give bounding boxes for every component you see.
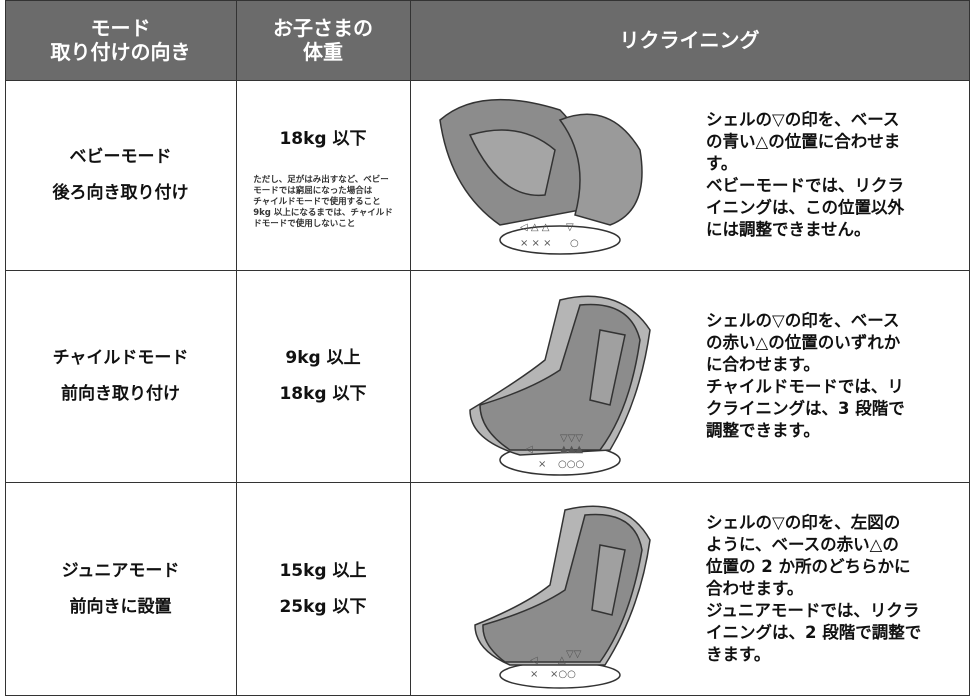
note-line: モードでは窮屈になった場合は (253, 185, 373, 196)
grid-line (410, 0, 411, 696)
instruction-line: シェルの▽の印を、左図の (706, 513, 901, 532)
instructions: シェルの▽の印を、ベース の青い△の位置に合わせま す。ベビーモードでは、リクラ イニ… (706, 109, 966, 241)
note-line: ドモードで使用しないこと (253, 218, 356, 229)
instruction-line: ように、ベースの赤い△の (706, 535, 899, 554)
mode-line: ジュニアモード (61, 561, 180, 581)
note-line: 9kg 以上になるまでは、チャイルド (253, 207, 393, 218)
grid-line (5, 80, 970, 81)
mode-line: ベビーモード (69, 147, 172, 167)
figure-mark: ×○○ (550, 669, 576, 680)
instruction-line: シェルの▽の印を、ベース (706, 311, 900, 330)
figure-mark: ◁ △ △ (520, 222, 550, 233)
mode-line: チャイルドモード (52, 348, 189, 368)
header-cell: リクライニング (410, 0, 969, 80)
seat-junior (474, 505, 651, 689)
instruction-line: シェルの▽の印を、ベース (706, 110, 900, 129)
grid-line (5, 482, 970, 483)
instruction-line: には調整できません。 (706, 220, 871, 239)
instruction-line: ジュニアモードでは、リクラ (706, 601, 920, 620)
weight-line: 18kg 以下 (279, 128, 367, 149)
note-line: チャイルドモードで使用すること (253, 196, 381, 207)
figure-mark: △ (558, 655, 566, 666)
figure-mark: × × × (520, 238, 552, 249)
grid-line (969, 0, 970, 696)
instruction-line: チャイルドモードでは、リ (706, 377, 904, 396)
figure-mark: ○ (570, 238, 579, 249)
header-line: モード (90, 16, 151, 40)
weight-line: 18kg 以下 (279, 384, 367, 404)
figure-mark: ○○○ (558, 459, 585, 470)
instruction-line: 合わせます。 (706, 579, 804, 598)
weight-line: 9kg 以上 (285, 348, 361, 368)
grid-line (236, 0, 237, 696)
note: ただし、足がはみ出すなど、ベビー モードでは窮屈になった場合は チャイルドモードで使… (253, 175, 393, 230)
instruction-line: クライニングは、3 段階で (706, 399, 905, 418)
figure-mark: × (538, 459, 547, 470)
instruction-line: イニングは、2 段階で調整で (706, 623, 922, 642)
grid-line (5, 0, 970, 1)
grid-line (5, 0, 6, 696)
figure-mark: ▽▽▽ (560, 433, 584, 444)
instruction-line: の青い△の位置に合わせま (706, 132, 901, 151)
note-line: ただし、足がはみ出すなど、ベビー (253, 174, 389, 185)
weight-cell: 9kg 以上 18kg 以下 (236, 270, 410, 482)
figure-mark: ◁ (525, 444, 533, 455)
figure-mark: ▲▲▲ (560, 444, 584, 455)
mode-line: 前向き取り付け (61, 384, 180, 404)
grid-line (5, 270, 970, 271)
instruction-line: の赤い△の位置のいずれか (706, 333, 901, 352)
figure-mark: ◁ (530, 655, 538, 666)
instruction-line: 調整できます。 (706, 421, 820, 440)
instruction-line: 位置の 2 か所のどちらかに (706, 557, 911, 576)
figure-mark: ▽▽ (566, 649, 582, 660)
header-line: 取り付けの向き (50, 40, 191, 64)
instruction-line: きます。 (706, 645, 771, 664)
mode-cell: ジュニアモード 前向きに設置 (5, 482, 236, 696)
weight-line: 25kg 以下 (279, 597, 367, 617)
instructions: シェルの▽の印を、左図の ように、ベースの赤い△の 位置の 2 か所のどちらかに 合わ… (706, 512, 966, 666)
header-cell: モード 取り付けの向き (5, 0, 236, 80)
instruction-line: ベビーモードでは、リクラ (706, 176, 904, 195)
instruction-line: イニングは、この位置以外 (706, 198, 904, 217)
weight-line: 15kg 以上 (279, 561, 367, 581)
instructions: シェルの▽の印を、ベース の赤い△の位置のいずれか に合わせます。チャイルドモードで… (706, 310, 966, 442)
header-line: お子さまの (273, 16, 373, 40)
figure-mark: × (530, 669, 539, 680)
weight-cell: 15kg 以上 25kg 以下 (236, 482, 410, 696)
seat-rear-facing (439, 98, 643, 255)
mode-line: 前向きに設置 (69, 597, 172, 617)
header-line: リクライニング (619, 28, 760, 52)
mode-cell: チャイルドモード 前向き取り付け (5, 270, 236, 482)
mode-line: 後ろ向き取り付け (52, 183, 189, 203)
instruction-line: に合わせます。 (706, 355, 820, 374)
mode-cell: ベビーモード 後ろ向き取り付け (5, 80, 236, 270)
seat-child (469, 295, 651, 476)
weight-cell: 18kg 以下ただし、足がはみ出すなど、ベビー モードでは窮屈になった場合は チャイ… (236, 80, 410, 270)
header-line: 体重 (303, 40, 343, 64)
instruction-line: す。 (706, 154, 738, 173)
figure-mark: ▽ (566, 222, 574, 233)
header-cell: お子さまの 体重 (236, 0, 410, 80)
